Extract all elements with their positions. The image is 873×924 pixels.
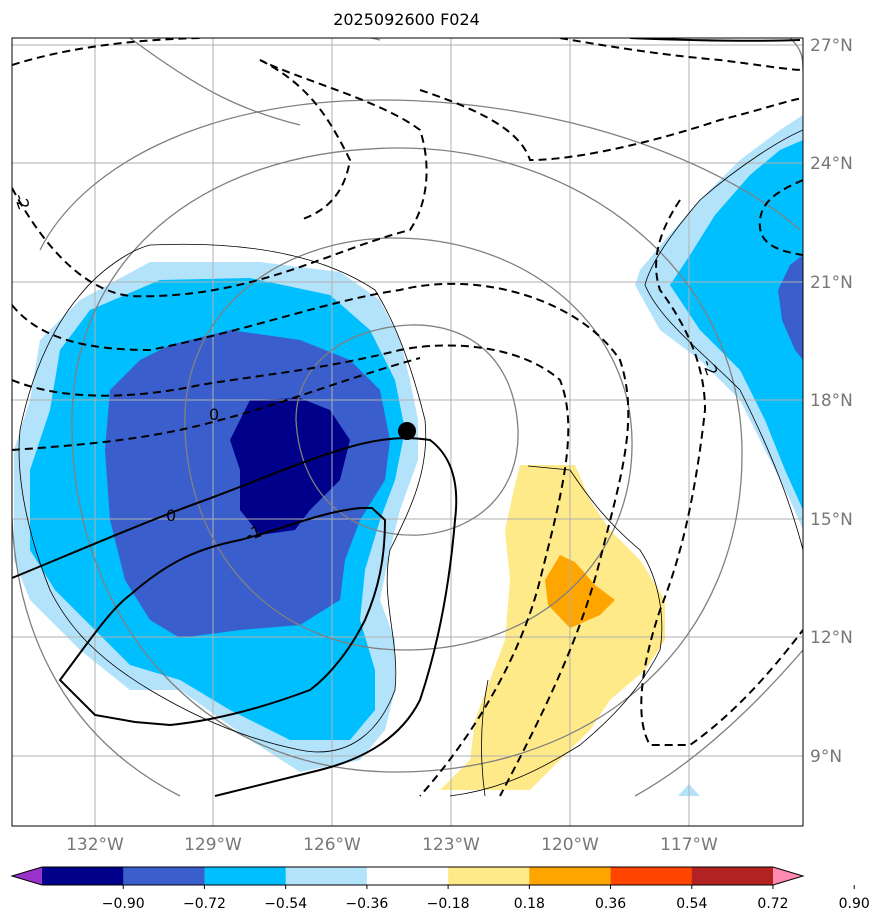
- colorbar: −0.90 −0.72 −0.54 −0.36 −0.18 0.18 0.36 0.54 0.7…: [10, 866, 870, 912]
- lat-label-15n: 15°N: [810, 510, 853, 530]
- lat-labels: 27°N 24°N 21°N 18°N 15°N 12°N 9°N: [810, 36, 853, 767]
- lon-label-132w: 132°W: [66, 835, 124, 855]
- contour-label-0-lower: 0: [166, 506, 176, 525]
- colorbar-tick-label: 0.54: [676, 896, 707, 912]
- chart-title: 2025092600 F024: [333, 10, 480, 29]
- lat-label-24n: 24°N: [810, 154, 853, 174]
- lat-label-27n: 27°N: [810, 36, 853, 56]
- colorbar-tick-label: 0.90: [839, 896, 870, 912]
- contour-label-minus2-east: -2: [698, 357, 721, 378]
- colorbar-tick-label: −0.18: [427, 896, 470, 912]
- lon-labels: 132°W 129°W 126°W 123°W 120°W 117°W: [66, 835, 718, 855]
- shaded-field: [14, 115, 803, 796]
- colorbar-segment: [285, 867, 368, 885]
- lon-label-129w: 129°W: [184, 835, 242, 855]
- shade-blue-east: [778, 255, 803, 360]
- colorbar-tick-label: −0.90: [102, 896, 145, 912]
- pressure-contours: [12, 38, 803, 797]
- plot-area: 0 0 -1 -2 -2: [10, 38, 803, 826]
- gridlines: [12, 38, 803, 826]
- lon-label-126w: 126°W: [303, 835, 361, 855]
- colorbar-extend-low: [12, 867, 42, 885]
- contour-label-minus1: -1: [243, 521, 264, 544]
- colorbar-segment: [366, 867, 449, 885]
- solid-contours: [12, 38, 801, 797]
- colorbar-segment: [691, 867, 774, 885]
- colorbar-segment: [448, 867, 530, 885]
- colorbar-tick-label: −0.72: [183, 896, 226, 912]
- colorbar-tick-label: 0.72: [757, 896, 788, 912]
- colorbar-segment: [610, 867, 693, 885]
- lon-label-120w: 120°W: [541, 835, 599, 855]
- colorbar-segment: [42, 867, 124, 885]
- storm-center-marker: [398, 422, 416, 440]
- colorbar-tick-label: −0.54: [264, 896, 307, 912]
- lat-label-12n: 12°N: [810, 628, 853, 648]
- colorbar-outline: [10, 866, 805, 886]
- colorbar-segment: [204, 867, 287, 885]
- colorbar-tick-label: 0.36: [595, 896, 626, 912]
- colorbar-segment: [123, 867, 205, 885]
- lon-label-123w: 123°W: [422, 835, 480, 855]
- colorbar-tick-label: 0.18: [514, 896, 545, 912]
- lat-label-9n: 9°N: [810, 747, 842, 767]
- map-frame: [11, 37, 804, 827]
- contour-label-minus2-west: -2: [10, 191, 33, 212]
- colorbar-segment: [529, 867, 612, 885]
- colorbar-tick-label: −0.36: [345, 896, 388, 912]
- contour-label-0-upper: 0: [209, 405, 219, 424]
- shade-yellow: [440, 465, 665, 790]
- colorbar-extend-high: [773, 867, 803, 885]
- shade-cyan-east: [670, 140, 803, 510]
- lat-label-21n: 21°N: [810, 273, 853, 293]
- lat-label-18n: 18°N: [810, 391, 853, 411]
- shade-orange: [545, 555, 615, 628]
- lon-label-117w: 117°W: [660, 835, 718, 855]
- outline-contours: [18, 129, 803, 797]
- dashed-contours: [12, 38, 803, 797]
